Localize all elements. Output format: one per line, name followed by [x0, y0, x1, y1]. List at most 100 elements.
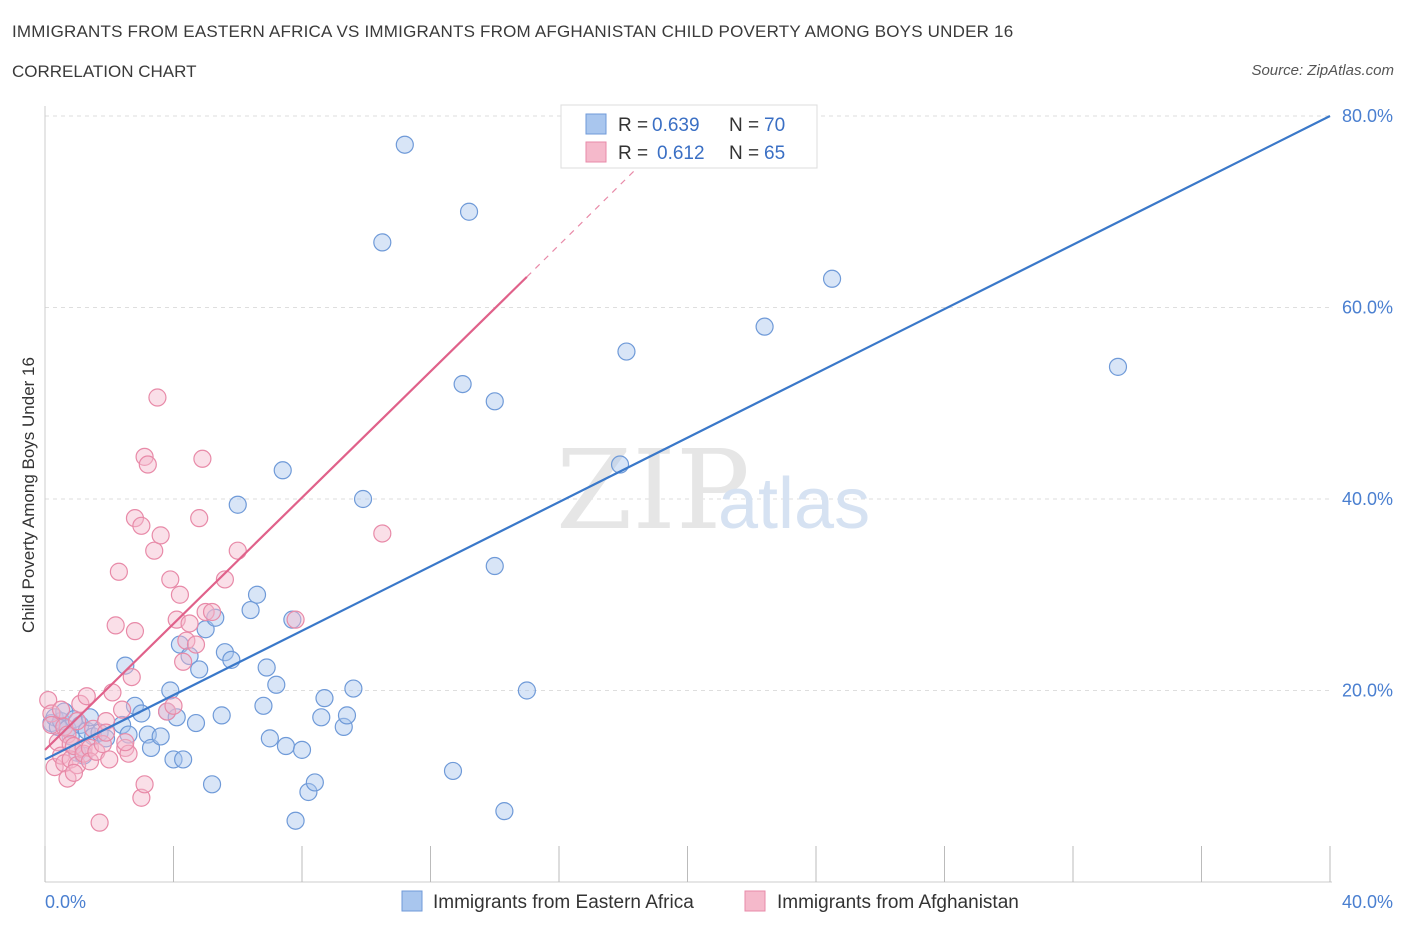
- point-afghanistan-52: [180, 614, 199, 633]
- point-afghanistan-47: [164, 696, 183, 715]
- point-afghanistan-6: [51, 700, 71, 719]
- legend-r-value-pink: 0.612: [657, 143, 705, 164]
- trend-line-eastern-africa: [44, 115, 1331, 761]
- tick-labels: 20.0% 40.0% 60.0% 80.0% 0.0% 40.0%: [45, 106, 1393, 912]
- trend-line-afghanistan-extension: [526, 165, 640, 278]
- bottom-legend-label-blue: Immigrants from Eastern Africa: [433, 892, 694, 913]
- point-eastern-africa-36: [212, 706, 231, 725]
- point-afghanistan-51: [177, 631, 196, 650]
- point-eastern-africa-59: [373, 233, 392, 252]
- point-eastern-africa-71: [822, 269, 842, 288]
- point-afghanistan-53: [186, 635, 206, 654]
- point-afghanistan-34: [122, 667, 141, 687]
- point-eastern-africa-29: [174, 750, 193, 769]
- watermark-zip-text: ZIP: [556, 426, 750, 554]
- bottom-legend-swatch-blue: [401, 890, 423, 912]
- x-tick-label-min: 0.0%: [45, 892, 86, 912]
- trend-line-afghanistan: [44, 276, 528, 751]
- point-afghanistan-42: [145, 541, 164, 560]
- point-eastern-africa-44: [260, 729, 279, 748]
- point-eastern-africa-52: [305, 773, 324, 792]
- y-tick-label-20: 20.0%: [1342, 681, 1393, 701]
- point-afghanistan-32: [116, 738, 135, 758]
- point-eastern-africa-66: [495, 802, 514, 821]
- point-eastern-africa-57: [344, 679, 363, 698]
- point-eastern-africa-70: [755, 317, 774, 336]
- point-afghanistan-61: [373, 524, 392, 543]
- legend-r-label-blue: R =: [618, 115, 648, 136]
- point-eastern-africa-32: [190, 660, 209, 679]
- point-afghanistan-37: [132, 516, 151, 535]
- point-eastern-africa-34: [202, 775, 222, 794]
- point-afghanistan-44: [151, 526, 170, 545]
- point-afghanistan-19: [77, 687, 96, 706]
- y-tick-label-60: 60.0%: [1342, 298, 1393, 318]
- point-eastern-africa-64: [485, 556, 504, 576]
- point-afghanistan-27: [100, 750, 119, 769]
- point-afghanistan-28: [103, 683, 122, 702]
- point-eastern-africa-27: [167, 708, 186, 727]
- point-eastern-africa-39: [228, 495, 247, 514]
- point-afghanistan-25: [93, 735, 112, 754]
- point-afghanistan-59: [228, 541, 247, 560]
- point-eastern-africa-42: [254, 696, 273, 715]
- grid-lines: [45, 115, 1330, 691]
- source-label: Source: ZipAtlas.com: [1251, 62, 1394, 79]
- point-eastern-africa-72: [1108, 357, 1128, 376]
- point-eastern-africa-41: [247, 585, 267, 604]
- point-afghanistan-39: [138, 455, 157, 474]
- point-afghanistan-43: [148, 388, 167, 407]
- point-eastern-africa-31: [186, 713, 206, 733]
- point-afghanistan-41: [135, 775, 154, 794]
- point-afghanistan-29: [106, 616, 125, 635]
- point-afghanistan-30: [109, 562, 128, 581]
- point-afghanistan-40: [132, 788, 151, 807]
- point-eastern-africa-26: [164, 750, 183, 769]
- point-eastern-africa-51: [299, 782, 318, 802]
- top-legend: R = 0.639 N = 70 R = 0.612 N = 65: [560, 104, 818, 169]
- chart-title: IMMIGRANTS FROM EASTERN AFRICA VS IMMIGR…: [12, 22, 1014, 41]
- point-afghanistan-57: [202, 602, 222, 622]
- legend-n-value-blue: 70: [764, 115, 785, 136]
- point-eastern-africa-55: [334, 717, 353, 736]
- bottom-legend-label-pink: Immigrants from Afghanistan: [777, 892, 1019, 913]
- point-afghanistan-49: [170, 585, 190, 604]
- point-afghanistan-3: [45, 757, 64, 777]
- legend-n-label-blue: N =: [729, 115, 759, 136]
- point-afghanistan-46: [161, 570, 180, 589]
- point-afghanistan-56: [196, 602, 215, 622]
- point-afghanistan-31: [112, 700, 132, 719]
- y-axis-label: Child Poverty Among Boys Under 16: [19, 357, 38, 633]
- point-eastern-africa-58: [353, 489, 373, 509]
- point-eastern-africa-50: [292, 740, 312, 759]
- watermark: ZIP atlas: [556, 426, 870, 554]
- watermark-atlas-text: atlas: [718, 464, 870, 544]
- point-eastern-africa-43: [257, 658, 276, 677]
- y-tick-label-40: 40.0%: [1342, 489, 1393, 509]
- point-eastern-africa-60: [395, 135, 414, 154]
- point-eastern-africa-45: [267, 675, 286, 694]
- x-tick-label-max: 40.0%: [1342, 892, 1393, 912]
- legend-r-label-pink: R =: [618, 143, 648, 164]
- point-eastern-africa-63: [459, 202, 479, 221]
- point-afghanistan-14: [68, 712, 87, 731]
- point-eastern-africa-62: [453, 375, 472, 394]
- point-eastern-africa-61: [443, 761, 463, 781]
- point-afghanistan-60: [286, 610, 305, 629]
- point-afghanistan-54: [190, 509, 209, 528]
- point-afghanistan-64: [64, 763, 84, 782]
- point-afghanistan-33: [119, 744, 138, 763]
- bottom-legend: Immigrants from Eastern Africa Immigrant…: [401, 890, 1019, 913]
- point-eastern-africa-65: [485, 392, 504, 411]
- point-afghanistan-50: [174, 652, 193, 671]
- point-afghanistan-36: [125, 622, 145, 641]
- legend-r-value-blue: 0.639: [652, 115, 700, 136]
- legend-swatch-blue: [585, 113, 607, 135]
- point-eastern-africa-67: [517, 681, 536, 700]
- point-eastern-africa-47: [276, 736, 296, 756]
- point-eastern-africa-69: [617, 342, 636, 361]
- point-afghanistan-58: [215, 570, 234, 589]
- legend-swatch-pink: [585, 141, 607, 163]
- legend-n-value-pink: 65: [764, 143, 785, 164]
